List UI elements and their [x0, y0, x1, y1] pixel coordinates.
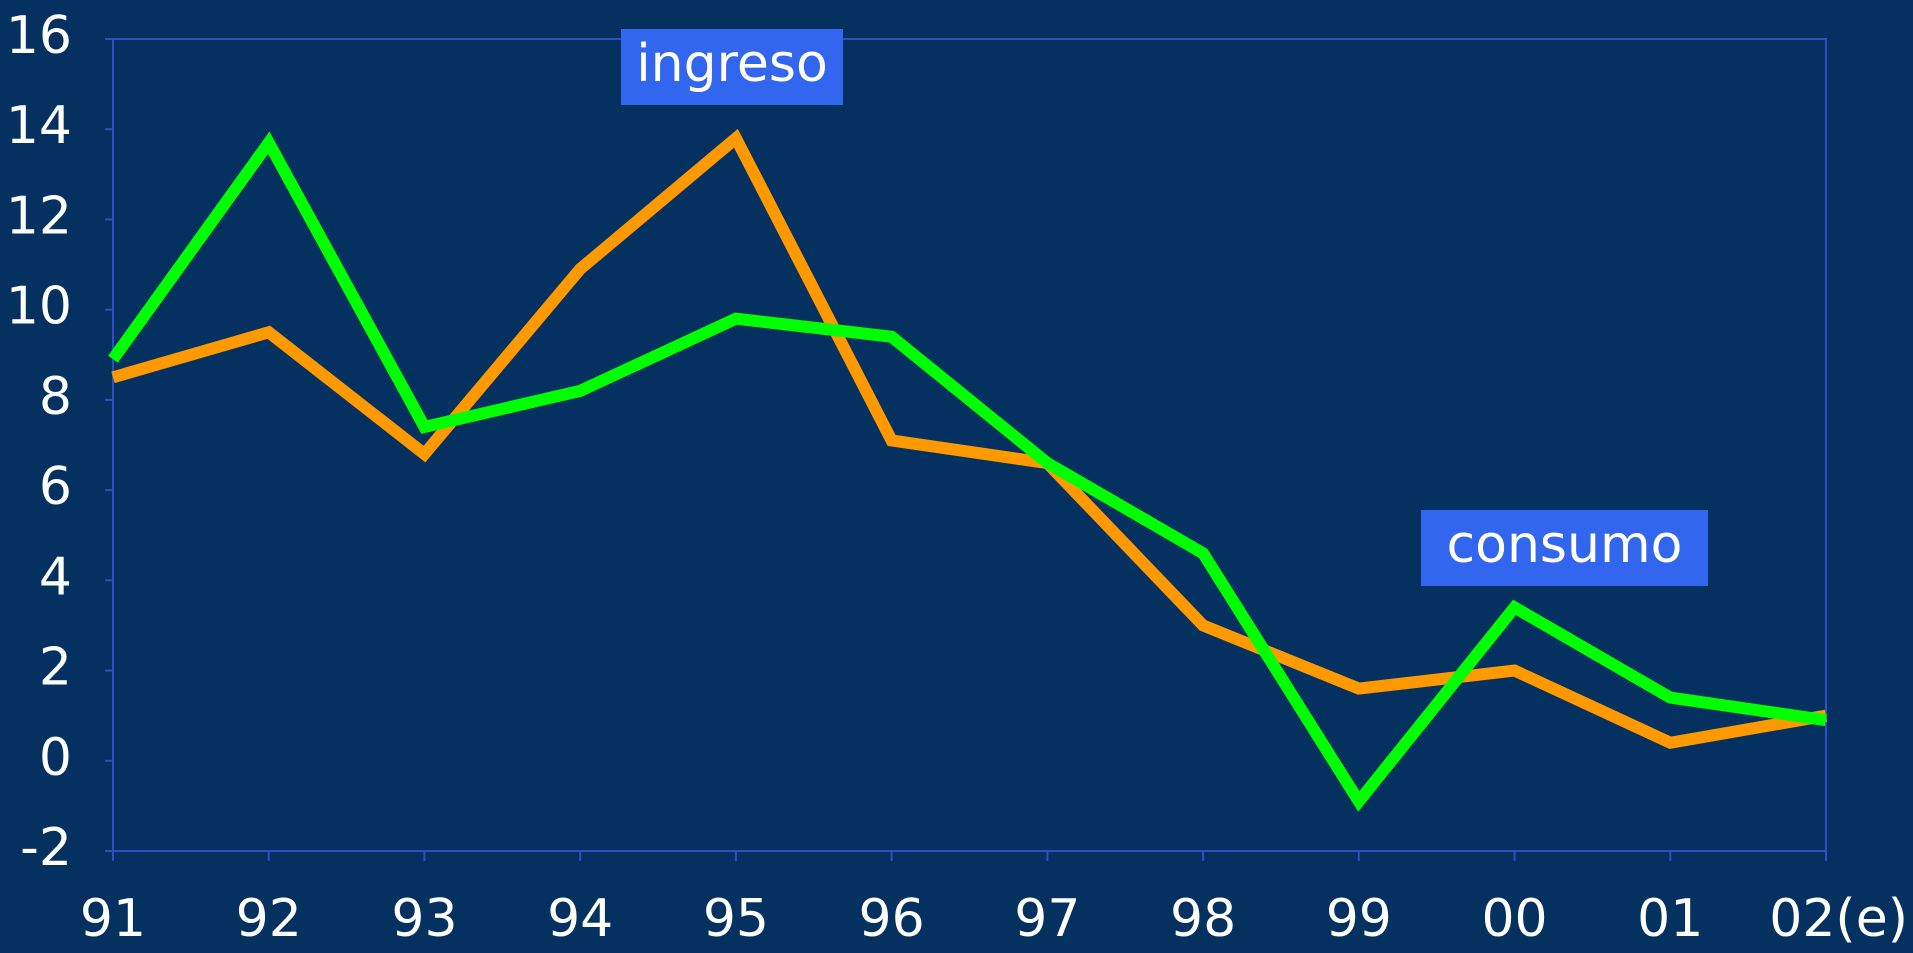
x-tick-label: 99	[1326, 889, 1392, 949]
y-tick-label: 10	[6, 277, 72, 337]
series-line	[108, 131, 1827, 812]
y-tick-label: 8	[39, 367, 72, 427]
x-tick-label: 96	[859, 889, 925, 949]
series-label-box	[1421, 510, 1708, 586]
y-tick-label: -2	[20, 818, 72, 878]
series-label: consumo	[1447, 515, 1683, 575]
x-tick-label: 94	[547, 889, 613, 949]
x-tick-label: 97	[1014, 889, 1080, 949]
y-tick-label: 12	[6, 186, 72, 246]
plot-frame	[112, 38, 1827, 852]
y-tick-label: 0	[39, 728, 72, 788]
series-label-box	[621, 29, 843, 105]
x-tick-label: 91	[80, 889, 146, 949]
x-tick-label: 01	[1637, 889, 1703, 949]
y-tick-label: 14	[6, 96, 72, 156]
y-tick-label: 6	[39, 457, 72, 517]
x-tick-label: 93	[391, 889, 457, 949]
x-tick-label: 95	[703, 889, 769, 949]
y-tick-label: 16	[6, 6, 72, 66]
x-tick-label: 92	[236, 889, 302, 949]
x-tick-label: 02(e)	[1769, 889, 1908, 949]
series-line	[111, 128, 1828, 749]
x-tick-label: 00	[1481, 889, 1547, 949]
x-tick-label: 98	[1170, 889, 1236, 949]
y-tick-label: 2	[39, 638, 72, 698]
y-tick-label: 4	[39, 547, 72, 607]
series-label: ingreso	[636, 34, 828, 94]
